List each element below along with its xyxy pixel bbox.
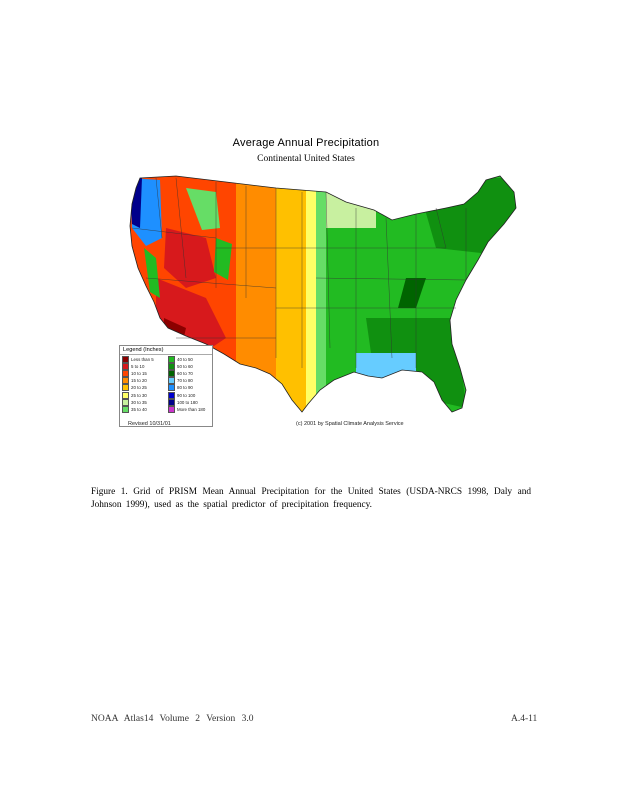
legend-label: 80 to 90 [177,385,193,391]
legend-swatch [122,356,129,364]
legend-label: 50 to 60 [177,364,193,370]
legend-label: 30 to 35 [131,399,147,405]
footer-page-number: A.4-11 [511,714,538,724]
legend-item: 60 to 70 [168,370,210,378]
footer-publication: NOAA Atlas14 Volume 2 Version 3.0 [91,714,254,724]
legend-label: 90 to 100 [177,392,196,398]
state-boundaries [131,177,467,368]
region-rockies-north [186,188,220,230]
legend-item: More than 180 [168,405,210,413]
map-title: Average Annual Precipitation [232,137,380,149]
map-subtitle: Continental United States [257,154,355,164]
legend-item: 70 to 80 [168,377,210,385]
region-gulf-coast [356,353,416,378]
legend-item: 5 to 10 [122,363,164,371]
legend-swatch [122,405,129,413]
legend-item: 20 to 25 [122,384,164,392]
legend-swatch [168,398,175,406]
legend-swatch [168,377,175,385]
figure-caption: Figure 1. Grid of PRISM Mean Annual Prec… [91,487,531,510]
legend-label: More than 180 [177,406,206,412]
legend-item: 90 to 100 [168,391,210,399]
map-credit: (c) 2001 by Spatial Climate Analysis Ser… [296,421,404,427]
legend-item: 15 to 20 [122,377,164,385]
legend-label: 25 to 30 [131,392,147,398]
legend-swatch [122,377,129,385]
legend-swatch [168,391,175,399]
legend-column-right: 40 to 50 50 to 60 60 to 70 70 to 80 80 to 90… [168,356,210,413]
legend-swatch [122,398,129,406]
region-basin-arid [164,228,216,288]
legend-swatch [122,384,129,392]
legend-item: Less than 5 [122,356,164,364]
legend-item: 35 to 40 [122,405,164,413]
region-rockies-central [214,238,232,280]
legend-item: 40 to 50 [168,356,210,364]
legend-item: 30 to 35 [122,398,164,406]
legend-item: 10 to 15 [122,370,164,378]
legend-swatch [122,391,129,399]
legend-swatch [122,370,129,378]
legend-label: 15 to 20 [131,378,147,384]
legend-title: Legend (Inches) [120,346,212,355]
region-appalachian-wet [398,278,426,308]
legend-label: 10 to 15 [131,371,147,377]
legend-swatch [168,405,175,413]
legend-item: 80 to 90 [168,384,210,392]
legend-label: 70 to 80 [177,378,193,384]
legend-item: 50 to 60 [168,363,210,371]
legend-swatch [122,363,129,371]
region-upper-midwest [326,188,376,228]
legend-label: 35 to 40 [131,406,147,412]
legend-item: 25 to 30 [122,391,164,399]
legend-item: 100 to 180 [168,398,210,406]
legend-swatch [168,363,175,371]
legend-swatch [168,384,175,392]
legend-label: Less than 5 [131,357,154,363]
legend-swatch [168,356,175,364]
legend-label: 60 to 70 [177,371,193,377]
us-outline [129,175,517,413]
map-revision-date: Revised 10/31/01 [128,421,171,427]
legend-swatch [168,370,175,378]
legend-label: 40 to 50 [177,357,193,363]
legend-label: 100 to 180 [177,399,198,405]
legend-label: 20 to 25 [131,385,147,391]
region-sierra [144,248,160,298]
legend-label: 5 to 10 [131,364,145,370]
